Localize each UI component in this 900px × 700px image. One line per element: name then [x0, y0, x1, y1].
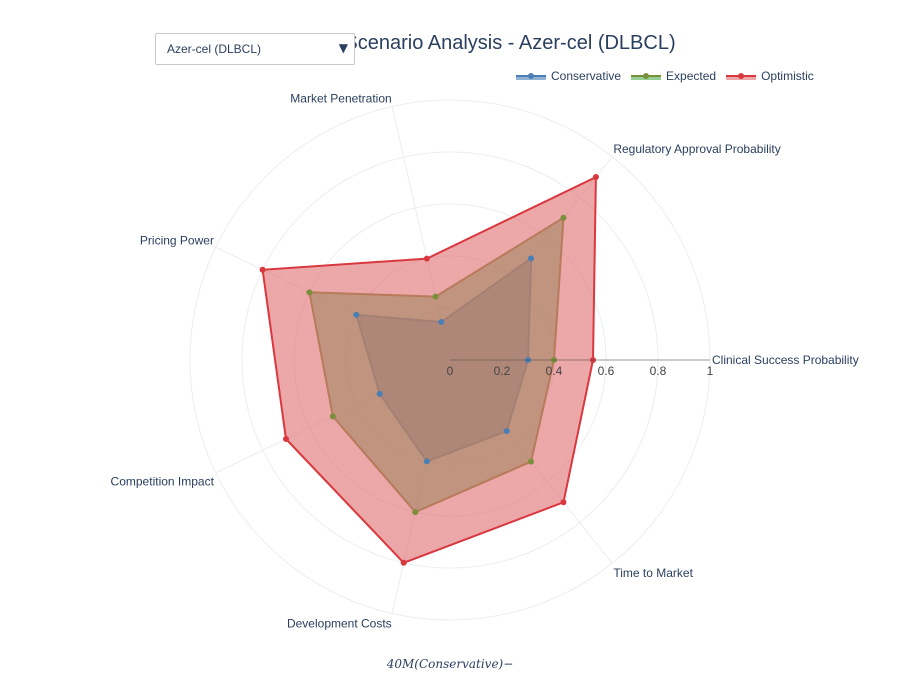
scenario-dropdown[interactable]: Azer-cel (DLBCL) ▼: [155, 33, 355, 65]
axis-label: Clinical Success Probability: [712, 353, 859, 367]
data-point-conservative[interactable]: [376, 390, 383, 397]
radial-tick-label: 0.4: [546, 364, 563, 378]
radial-tick-label: 0.2: [494, 364, 511, 378]
radial-tick-label: 0.8: [650, 364, 667, 378]
axis-label: Regulatory Approval Probability: [613, 142, 780, 156]
data-point-conservative[interactable]: [528, 255, 535, 262]
series-area-optimistic[interactable]: [261, 175, 597, 564]
radar-series: [259, 174, 599, 566]
legend-marker: [738, 73, 745, 79]
radial-ticks: 0 0.2 0.4 0.6 0.8 1: [447, 359, 714, 378]
legend-marker: [643, 73, 650, 79]
data-point-conservative[interactable]: [438, 318, 445, 325]
radial-tick-label: 1: [707, 364, 714, 378]
data-point-expected[interactable]: [306, 289, 313, 296]
axis-label: Market Penetration: [290, 92, 391, 106]
radial-tick-label: 0: [447, 364, 454, 378]
data-point-optimistic[interactable]: [560, 499, 567, 506]
axis-label: Competition Impact: [111, 475, 215, 489]
legend-item-expected[interactable]: Expected: [631, 69, 716, 83]
footnote-text: 40M(Conservative)−: [386, 657, 514, 671]
data-point-conservative[interactable]: [503, 428, 510, 435]
axis-label: Development Costs: [287, 616, 392, 630]
data-point-optimistic[interactable]: [400, 559, 407, 566]
axis-labels: Clinical Success Probability Regulatory A…: [111, 92, 859, 631]
legend-item-conservative[interactable]: Conservative: [516, 69, 621, 83]
radial-tick-label: 0.6: [598, 364, 615, 378]
data-point-conservative[interactable]: [423, 458, 430, 465]
chart-title: Scenario Analysis - Azer-cel (DLBCL): [344, 32, 675, 54]
dropdown-selected-label: Azer-cel (DLBCL): [167, 42, 262, 56]
data-point-expected[interactable]: [528, 458, 535, 465]
legend-label: Conservative: [551, 69, 621, 83]
data-point-expected[interactable]: [432, 293, 439, 300]
data-point-expected[interactable]: [329, 413, 336, 420]
legend-label: Expected: [666, 69, 716, 83]
data-point-conservative[interactable]: [353, 311, 360, 318]
axis-label: Pricing Power: [140, 233, 214, 247]
legend-marker: [528, 73, 534, 79]
data-point-optimistic[interactable]: [592, 174, 599, 181]
data-point-optimistic[interactable]: [283, 435, 290, 442]
data-point-optimistic[interactable]: [259, 266, 266, 273]
legend-label: Optimistic: [761, 69, 814, 83]
data-point-optimistic[interactable]: [423, 255, 430, 262]
data-point-expected[interactable]: [560, 214, 567, 221]
axis-label: Time to Market: [613, 566, 693, 580]
legend-item-optimistic[interactable]: Optimistic: [726, 69, 814, 83]
legend[interactable]: Conservative Expected Optimistic: [516, 69, 814, 83]
data-point-expected[interactable]: [412, 509, 419, 516]
triangle-down-icon[interactable]: ▼: [338, 41, 348, 55]
